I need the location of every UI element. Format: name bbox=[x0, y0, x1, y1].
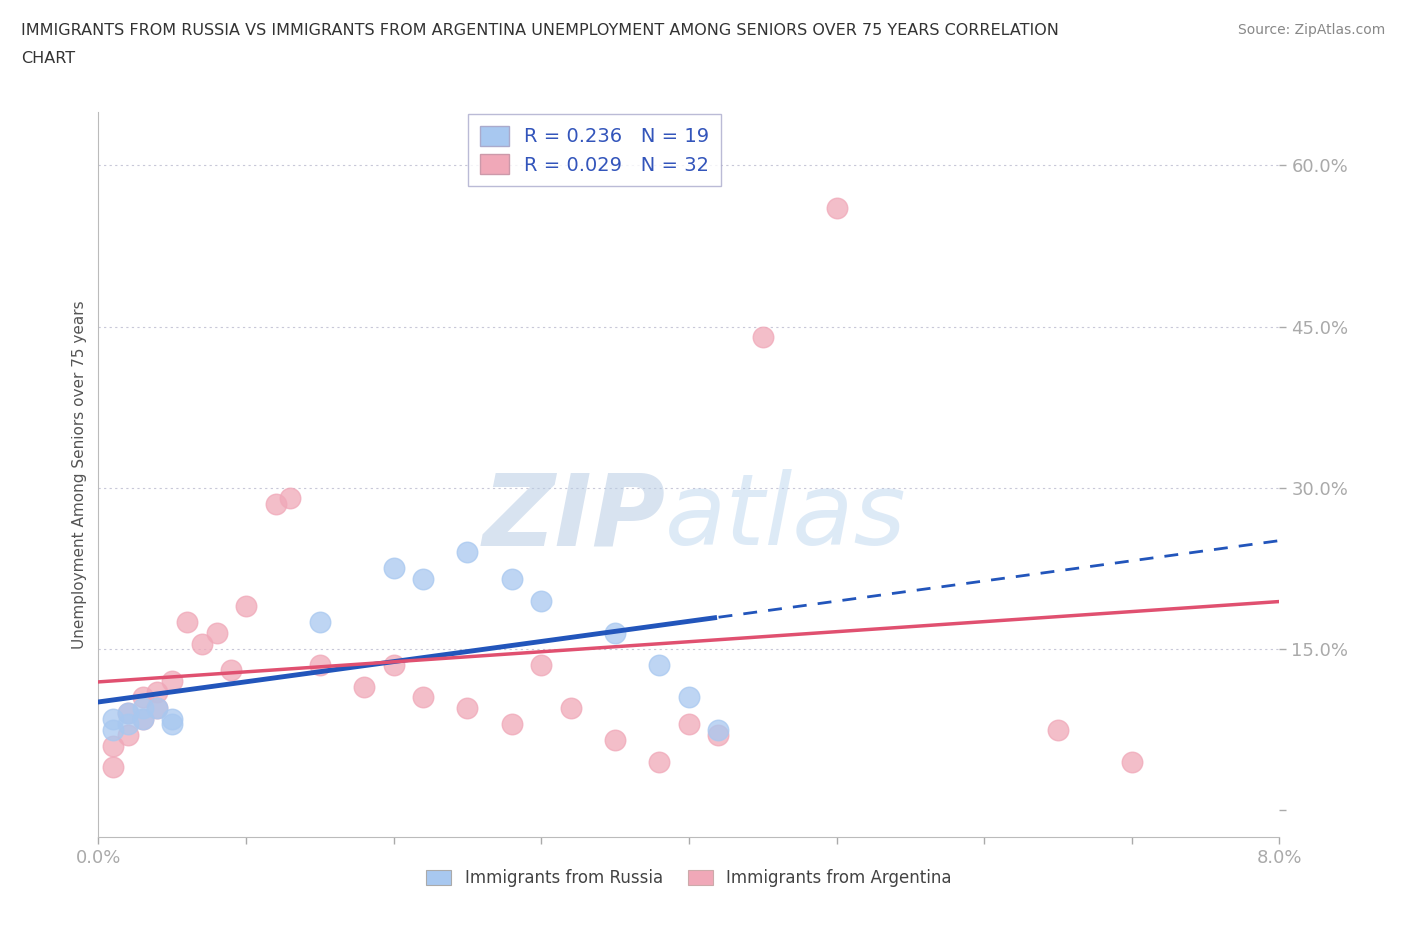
Point bbox=[103, 711, 125, 726]
Point bbox=[162, 717, 183, 732]
Text: CHART: CHART bbox=[21, 51, 75, 66]
Point bbox=[264, 497, 287, 512]
Point bbox=[132, 711, 155, 726]
Point bbox=[235, 599, 257, 614]
Point bbox=[162, 673, 183, 688]
Point bbox=[146, 684, 169, 699]
Point bbox=[648, 754, 671, 769]
Y-axis label: Unemployment Among Seniors over 75 years: Unemployment Among Seniors over 75 years bbox=[72, 300, 87, 648]
Point bbox=[132, 700, 155, 715]
Text: atlas: atlas bbox=[665, 470, 907, 566]
Point bbox=[457, 700, 479, 715]
Text: Source: ZipAtlas.com: Source: ZipAtlas.com bbox=[1237, 23, 1385, 37]
Point bbox=[132, 711, 155, 726]
Point bbox=[146, 700, 169, 715]
Point bbox=[309, 658, 332, 672]
Point bbox=[530, 658, 553, 672]
Point bbox=[707, 722, 730, 737]
Point bbox=[501, 572, 523, 587]
Point bbox=[678, 690, 700, 705]
Point bbox=[412, 572, 434, 587]
Point bbox=[457, 545, 479, 560]
Point bbox=[382, 561, 405, 576]
Point bbox=[560, 700, 582, 715]
Point bbox=[412, 690, 434, 705]
Legend: Immigrants from Russia, Immigrants from Argentina: Immigrants from Russia, Immigrants from … bbox=[419, 863, 959, 894]
Point bbox=[280, 491, 302, 506]
Point bbox=[605, 625, 627, 640]
Point bbox=[707, 727, 730, 742]
Point bbox=[103, 760, 125, 775]
Point bbox=[103, 738, 125, 753]
Point bbox=[353, 679, 375, 694]
Point bbox=[530, 593, 553, 608]
Point bbox=[1046, 722, 1070, 737]
Point bbox=[752, 330, 775, 345]
Point bbox=[648, 658, 671, 672]
Point bbox=[176, 615, 198, 630]
Point bbox=[117, 706, 139, 721]
Point bbox=[117, 727, 139, 742]
Point bbox=[117, 706, 139, 721]
Point bbox=[382, 658, 405, 672]
Point bbox=[221, 663, 243, 678]
Point bbox=[162, 711, 183, 726]
Point bbox=[205, 625, 228, 640]
Point bbox=[146, 700, 169, 715]
Point bbox=[309, 615, 332, 630]
Point bbox=[103, 722, 125, 737]
Point bbox=[678, 717, 700, 732]
Point bbox=[501, 717, 523, 732]
Point bbox=[1121, 754, 1143, 769]
Point bbox=[825, 201, 848, 216]
Point bbox=[605, 733, 627, 748]
Text: IMMIGRANTS FROM RUSSIA VS IMMIGRANTS FROM ARGENTINA UNEMPLOYMENT AMONG SENIORS O: IMMIGRANTS FROM RUSSIA VS IMMIGRANTS FRO… bbox=[21, 23, 1059, 38]
Point bbox=[132, 690, 155, 705]
Text: ZIP: ZIP bbox=[482, 470, 665, 566]
Point bbox=[191, 636, 214, 651]
Point bbox=[117, 717, 139, 732]
